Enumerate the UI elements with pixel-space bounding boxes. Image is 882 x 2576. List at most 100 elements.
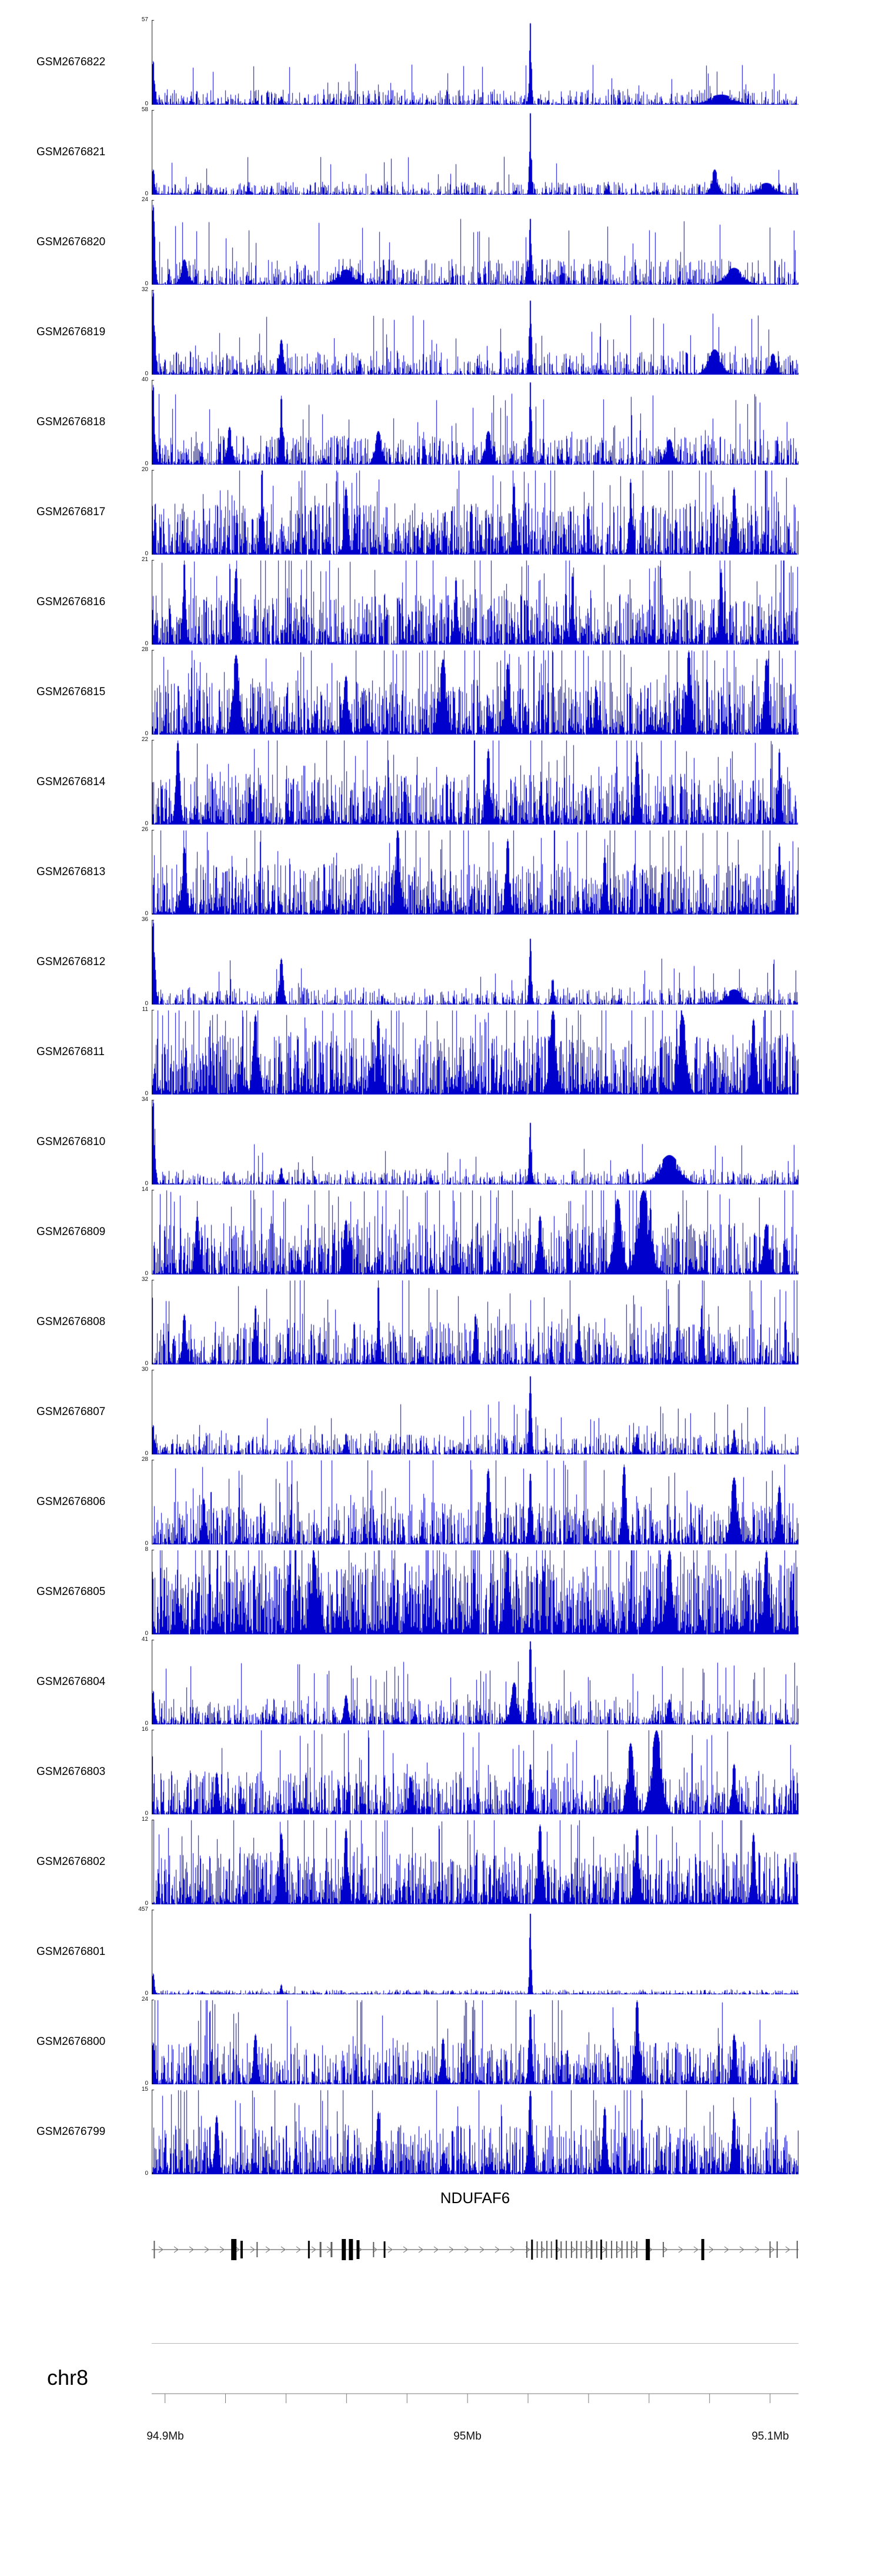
gene-exon-mark	[606, 2241, 607, 2258]
track-signal-canvas	[152, 1100, 799, 1184]
track-ymax-label: 8	[145, 1546, 148, 1553]
track-yzero-label: 0	[145, 2080, 148, 2087]
track-signal-canvas	[152, 1640, 799, 1724]
track-sample-label: GSM2676799	[36, 2125, 106, 2138]
ruler-position-label: 95.1Mb	[751, 2430, 789, 2442]
signal-track-row: GSM2676799 15 0	[0, 2086, 882, 2177]
intron-direction-arrow-icon	[296, 2246, 302, 2253]
intron-direction-arrow-icon	[693, 2246, 699, 2253]
track-ymax-label: 28	[141, 1456, 148, 1463]
track-signal-canvas	[152, 920, 799, 1005]
track-sample-label: GSM2676801	[36, 1946, 106, 1958]
track-yzero-label: 0	[145, 281, 148, 287]
track-sample-label: GSM2676815	[36, 686, 106, 698]
track-ymax-label: 26	[141, 826, 148, 833]
track-sample-label: GSM2676821	[36, 146, 106, 158]
track-signal-canvas	[152, 1730, 799, 1814]
intron-direction-arrow-icon	[265, 2246, 271, 2253]
intron-direction-arrow-icon	[464, 2246, 470, 2253]
gene-exon-mark	[330, 2242, 333, 2257]
track-sample-label: GSM2676805	[36, 1586, 106, 1598]
intron-direction-arrow-icon	[678, 2246, 684, 2253]
gene-exon-mark	[646, 2239, 650, 2260]
gene-exon-mark	[349, 2239, 353, 2260]
intron-direction-arrow-icon	[387, 2246, 393, 2253]
signal-track-row: GSM2676801 457 0	[0, 1906, 882, 1997]
intron-direction-arrow-icon	[724, 2246, 730, 2253]
track-sample-label: GSM2676813	[36, 866, 106, 878]
intron-direction-arrow-icon	[189, 2246, 195, 2253]
intron-direction-arrow-icon	[739, 2246, 745, 2253]
gene-exon-mark	[611, 2241, 613, 2258]
track-sample-label: GSM2676814	[36, 776, 106, 788]
separator-line	[152, 2343, 799, 2344]
track-yzero-label: 0	[145, 1450, 148, 1457]
intron-direction-arrow-icon	[510, 2246, 516, 2253]
intron-direction-arrow-icon	[479, 2246, 485, 2253]
track-signal-canvas	[152, 2000, 799, 2084]
track-yzero-label: 0	[145, 730, 148, 737]
intron-direction-arrow-icon	[311, 2246, 317, 2253]
track-ymax-label: 24	[141, 196, 148, 203]
signal-track-row: GSM2676818 40 0	[0, 377, 882, 467]
track-ymax-label: 30	[141, 1366, 148, 1373]
track-yzero-label: 0	[145, 640, 148, 647]
gene-exon-mark	[319, 2242, 322, 2257]
track-signal-canvas	[152, 1190, 799, 1274]
intron-direction-arrow-icon	[158, 2246, 164, 2253]
gene-exon-mark	[153, 2241, 155, 2258]
coordinate-ruler	[152, 2393, 799, 2403]
gene-exon-mark	[616, 2241, 617, 2258]
track-signal-canvas	[152, 20, 799, 105]
gene-exon-mark	[308, 2241, 310, 2258]
track-ymax-label: 14	[141, 1186, 148, 1193]
track-signal-canvas	[152, 290, 799, 375]
track-sample-label: GSM2676816	[36, 596, 106, 608]
gene-exon-mark	[240, 2241, 243, 2258]
intron-direction-arrow-icon	[372, 2246, 378, 2253]
signal-track-row: GSM2676822 57 0	[0, 16, 882, 107]
gene-exon-mark	[383, 2241, 386, 2258]
gene-exon-mark	[550, 2241, 552, 2258]
track-ymax-label: 20	[141, 466, 148, 473]
track-signal-canvas	[152, 1550, 799, 1634]
gene-exon-mark	[576, 2241, 577, 2258]
track-signal-canvas	[152, 830, 799, 915]
track-ymax-label: 28	[141, 646, 148, 653]
gene-exon-mark	[342, 2239, 346, 2260]
gene-exon-mark	[256, 2242, 258, 2257]
gene-exon-mark	[796, 2241, 798, 2258]
track-yzero-label: 0	[145, 1900, 148, 1907]
intron-direction-arrow-icon	[540, 2246, 546, 2253]
gene-exon-mark	[556, 2240, 558, 2260]
track-yzero-label: 0	[145, 1540, 148, 1547]
track-signal-canvas	[152, 470, 799, 555]
signal-track-row: GSM2676816 21 0	[0, 557, 882, 647]
track-signal-canvas	[152, 1460, 799, 1544]
track-yzero-label: 0	[145, 1990, 148, 1997]
track-sample-label: GSM2676811	[36, 1046, 105, 1058]
ruler-position-label: 94.9Mb	[146, 2430, 184, 2442]
signal-track-row: GSM2676803 16 0	[0, 1727, 882, 1817]
track-sample-label: GSM2676804	[36, 1676, 106, 1688]
gene-exon-mark	[590, 2240, 593, 2259]
track-ymax-label: 58	[141, 106, 148, 113]
signal-track-row: GSM2676810 34 0	[0, 1097, 882, 1187]
gene-exon-mark	[541, 2241, 543, 2258]
track-ymax-label: 41	[141, 1636, 148, 1643]
track-yzero-label: 0	[145, 371, 148, 377]
track-signal-canvas	[152, 1910, 799, 1994]
track-yzero-label: 0	[145, 1720, 148, 1727]
gene-exon-mark	[586, 2241, 587, 2258]
track-ymax-label: 457	[138, 1906, 148, 1913]
track-yzero-label: 0	[145, 461, 148, 467]
track-yzero-label: 0	[145, 101, 148, 107]
track-ymax-label: 57	[141, 16, 148, 23]
gene-exon-mark	[546, 2241, 548, 2258]
gene-exon-mark	[600, 2240, 602, 2260]
track-ymax-label: 15	[141, 2086, 148, 2093]
gene-exon-mark	[526, 2241, 527, 2258]
signal-track-row: GSM2676804 41 0	[0, 1636, 882, 1727]
track-sample-label: GSM2676807	[36, 1406, 106, 1418]
